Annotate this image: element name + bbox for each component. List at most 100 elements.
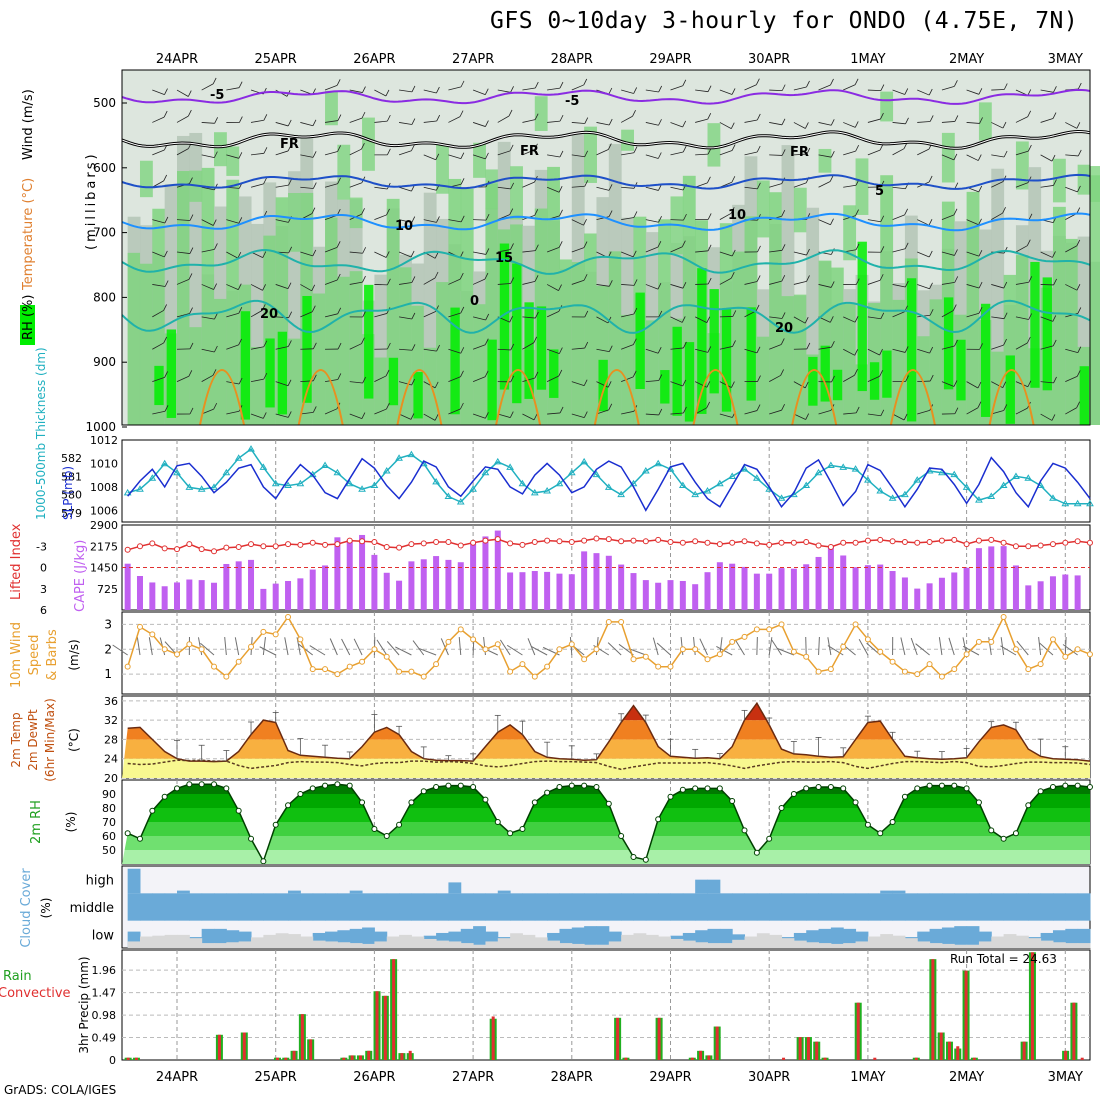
wind-barb <box>164 371 168 378</box>
wind-barb <box>744 151 758 156</box>
wind-barb <box>201 348 215 353</box>
wind-barb <box>250 413 264 419</box>
wind-speed-line-point <box>914 671 921 678</box>
cape-bar <box>630 573 637 610</box>
precip-convective-bar <box>914 1057 918 1060</box>
wind-barb-10m <box>948 637 955 656</box>
wind-barb <box>349 281 363 285</box>
precip-convective-bar <box>300 1014 304 1060</box>
date-label-bottom: 26APR <box>353 1070 395 1085</box>
rh-line-point <box>457 782 464 789</box>
wind-barb <box>954 407 959 414</box>
rh-shade <box>473 142 486 178</box>
precip-convective-bar <box>699 1050 703 1060</box>
wind-barb <box>423 186 437 191</box>
cloud-bar-high <box>288 890 301 894</box>
wind-speed-line-point <box>161 646 168 653</box>
precip-convective-bar <box>806 1037 810 1060</box>
precip-convective-bar <box>815 1041 819 1060</box>
wind-barb <box>1015 316 1029 320</box>
isotherm-25 <box>396 369 443 426</box>
wind-barb <box>214 117 219 124</box>
wind-barb <box>657 347 662 354</box>
thickness-line-point <box>506 463 514 470</box>
wind-barb <box>843 122 856 128</box>
wind-barb <box>238 81 243 88</box>
cloud-bar-middle <box>966 893 980 921</box>
thickness-line-point <box>395 454 403 461</box>
cloud-bar-low <box>830 927 844 948</box>
wind-barb <box>497 186 511 190</box>
lifted-index-line-point <box>852 539 859 546</box>
wind-barb <box>262 251 267 258</box>
wind-barb <box>275 150 289 156</box>
wind-speed-line-point <box>692 646 699 653</box>
cape-bar <box>778 568 785 610</box>
wind-speed-line-point <box>716 651 723 658</box>
wind-barb <box>398 219 412 223</box>
wind-barb <box>769 249 783 253</box>
wind-barb <box>928 219 933 226</box>
wind-barb <box>608 118 613 126</box>
cape-bar <box>235 561 242 610</box>
wind-barb <box>941 310 954 318</box>
wind-barb <box>1003 312 1008 319</box>
wind-barb <box>547 412 561 415</box>
wind-barb-10m <box>148 637 153 656</box>
wind-barb <box>434 381 439 389</box>
wind-barb <box>806 147 811 155</box>
rh-shade <box>843 303 857 425</box>
wind-barb <box>707 213 712 220</box>
wind-barb <box>385 369 390 377</box>
temp-tick: 32 <box>104 714 118 727</box>
wind-barb <box>583 379 588 386</box>
rh-band <box>122 850 1090 864</box>
rh-line-point <box>716 785 723 792</box>
wind-barb <box>152 251 165 258</box>
wind-barb <box>546 348 560 354</box>
wind-tick: 2 <box>104 642 112 656</box>
rh-shade <box>621 314 634 425</box>
wind-speed-line-point <box>519 661 526 668</box>
lifted-index-line-point <box>901 539 908 545</box>
wind-speed-line-point <box>396 668 403 675</box>
wind-barb <box>867 413 881 417</box>
cloud-low-clear <box>201 943 215 948</box>
cape-bar <box>174 582 180 610</box>
lifted-index-line-point <box>544 537 551 544</box>
thickness-line-point <box>407 450 416 458</box>
wind-speed-line-point <box>581 656 588 663</box>
precip-convective-bar <box>972 1057 976 1060</box>
wind-barb <box>497 89 511 93</box>
lifted-index-line-point <box>988 536 995 543</box>
cloud-bar-middle <box>1015 893 1029 921</box>
cloud-bar-middle <box>917 893 931 921</box>
wind-barb-10m <box>628 648 647 656</box>
slp-panel <box>121 439 1094 523</box>
wind-barb <box>571 219 584 226</box>
rh-shade <box>684 342 695 422</box>
wind-speed-line-point <box>346 663 353 670</box>
wind-barb <box>324 183 338 188</box>
wind-speed-line-point <box>778 621 785 628</box>
thickness-line-point <box>728 472 737 479</box>
rh-shade <box>1015 255 1029 425</box>
wind-barb <box>929 309 934 316</box>
wind-barb-10m <box>419 648 437 656</box>
cape-bar <box>1025 585 1032 610</box>
wind-barb <box>954 115 959 122</box>
wind-barb <box>1015 150 1029 156</box>
slp-axis-label: SLP (mb) <box>61 466 75 520</box>
wind-barb <box>867 348 880 356</box>
wind-speed-line-point <box>544 663 551 670</box>
wind-barb <box>311 284 316 292</box>
wind-barb <box>250 152 264 156</box>
rh-line-point <box>951 782 958 789</box>
wind-barb-10m <box>1039 642 1054 656</box>
wind-barb <box>1027 380 1032 387</box>
wind-barb <box>411 184 415 192</box>
cape-bar <box>1037 581 1044 610</box>
wind-barb <box>201 374 214 382</box>
cloud-bar-middle <box>818 893 832 921</box>
wind-barb <box>608 184 613 191</box>
